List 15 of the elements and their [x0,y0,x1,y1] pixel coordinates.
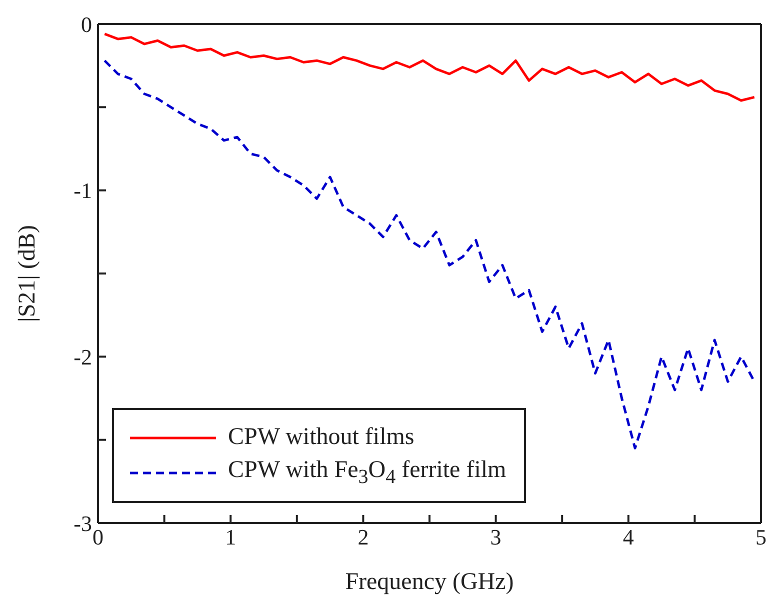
x-tick-label: 2 [358,524,369,550]
legend-label: CPW without films [228,424,414,452]
line-series [103,59,756,450]
y-tick-label: -3 [74,510,92,536]
x-axis-title: Frequency (GHz) [345,569,514,595]
y-axis-title: |S21| (dB) [14,225,41,322]
line-series [103,32,756,102]
y-tick-label: 0 [81,12,92,37]
legend-label: CPW with Fe$_{3}$O$_{4}$ ferrite film [228,457,506,489]
x-tick-label: 5 [756,524,766,550]
x-tick-label: 4 [622,524,634,550]
y-tick-label: -2 [74,344,92,370]
x-tick-label: 1 [225,524,236,550]
y-tick-label: -1 [74,178,92,204]
x-tick-label: 3 [490,524,502,550]
